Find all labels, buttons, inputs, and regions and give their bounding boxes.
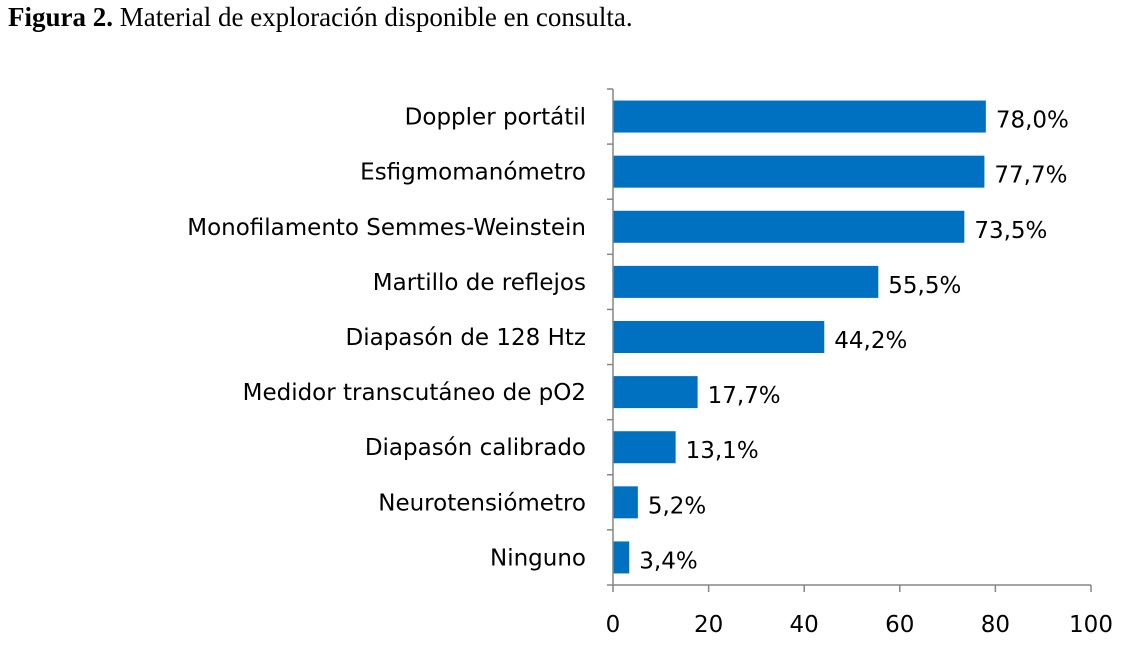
category-label: Doppler portátil: [405, 105, 586, 131]
category-label: Diapasón calibrado: [365, 435, 586, 461]
data-label: 73,5%: [974, 218, 1047, 244]
x-tick-label: 60: [885, 612, 914, 638]
x-tick-label: 40: [790, 612, 819, 638]
category-label: Medidor transcutáneo de pO2: [243, 380, 586, 406]
bar: [613, 100, 986, 133]
x-tick-label: 100: [1069, 612, 1113, 638]
bar: [613, 431, 676, 464]
x-tick-label: 0: [606, 612, 621, 638]
bar: [613, 541, 630, 574]
bar: [613, 210, 965, 243]
figure-caption-text: Material de exploración disponible en co…: [119, 2, 633, 32]
data-label: 13,1%: [686, 438, 759, 464]
x-tick-label: 80: [981, 612, 1010, 638]
data-label: 17,7%: [708, 383, 781, 409]
bar: [613, 265, 879, 298]
bar: [613, 155, 985, 188]
x-tick-label: 20: [694, 612, 723, 638]
category-label: Martillo de reflejos: [373, 270, 586, 296]
category-label: Neurotensiómetro: [378, 490, 586, 516]
category-label: Diapasón de 128 Htz: [346, 325, 587, 351]
data-label: 44,2%: [834, 328, 907, 354]
category-label: Ninguno: [490, 545, 586, 571]
data-label: 55,5%: [888, 273, 961, 299]
figure-number: Figura 2.: [8, 2, 113, 32]
category-label: Esfigmomanómetro: [360, 160, 586, 186]
data-label: 77,7%: [994, 163, 1067, 189]
category-label: Monofilamento Semmes-Weinstein: [187, 215, 586, 241]
bar: [613, 321, 825, 353]
data-label: 3,4%: [639, 548, 697, 574]
bar: [613, 486, 638, 519]
data-label: 78,0%: [996, 108, 1069, 134]
data-label: 5,2%: [648, 493, 706, 519]
bar: [613, 376, 698, 409]
figure-caption: Figura 2. Material de exploración dispon…: [8, 2, 633, 33]
